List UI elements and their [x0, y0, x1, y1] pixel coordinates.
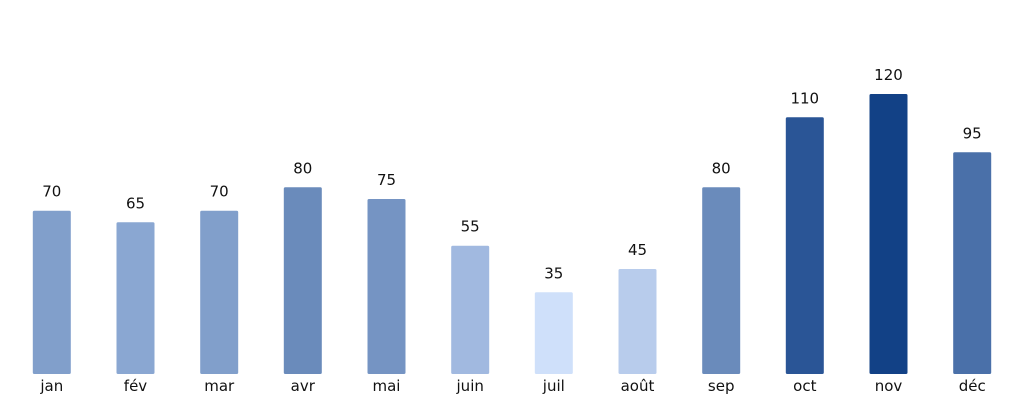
value-label-7: 45 — [628, 241, 647, 259]
category-label-4: mai — [373, 377, 401, 395]
value-label-10: 120 — [874, 66, 903, 84]
bar-9 — [785, 117, 824, 375]
category-label-10: nov — [875, 377, 903, 395]
bar-11 — [953, 152, 992, 374]
bar-3 — [283, 187, 322, 374]
category-label-9: oct — [793, 377, 816, 395]
bar-6 — [534, 292, 573, 374]
value-label-0: 70 — [42, 183, 61, 201]
category-label-8: sep — [708, 377, 735, 395]
value-label-6: 35 — [544, 264, 563, 282]
bar-0 — [32, 210, 71, 374]
value-label-9: 110 — [790, 89, 819, 107]
bar-8 — [702, 187, 741, 374]
value-label-1: 65 — [126, 194, 145, 212]
value-label-8: 80 — [712, 159, 731, 177]
bar-4 — [367, 199, 406, 374]
value-label-3: 80 — [293, 159, 312, 177]
value-label-11: 95 — [963, 124, 982, 142]
bar-7 — [618, 269, 657, 374]
value-labels-group: 70 65 70 80 75 55 35 45 80 110 120 95 — [42, 66, 981, 282]
category-label-3: avr — [291, 377, 316, 395]
bars-group — [32, 94, 992, 375]
category-label-7: août — [621, 377, 655, 395]
bar-10 — [869, 94, 908, 374]
category-label-0: jan — [39, 377, 63, 395]
value-label-5: 55 — [461, 218, 480, 236]
value-label-2: 70 — [210, 183, 229, 201]
category-label-6: juil — [542, 377, 565, 395]
value-label-4: 75 — [377, 171, 396, 189]
category-labels-group: jan fév mar avr mai juin juil août sep oct nov déc — [39, 377, 985, 395]
bar-2 — [200, 210, 239, 374]
category-label-2: mar — [204, 377, 235, 395]
bar-1 — [116, 222, 155, 374]
category-label-5: juin — [456, 377, 484, 395]
category-label-1: fév — [124, 377, 148, 395]
category-label-11: déc — [959, 377, 986, 395]
bar-5 — [451, 245, 490, 374]
